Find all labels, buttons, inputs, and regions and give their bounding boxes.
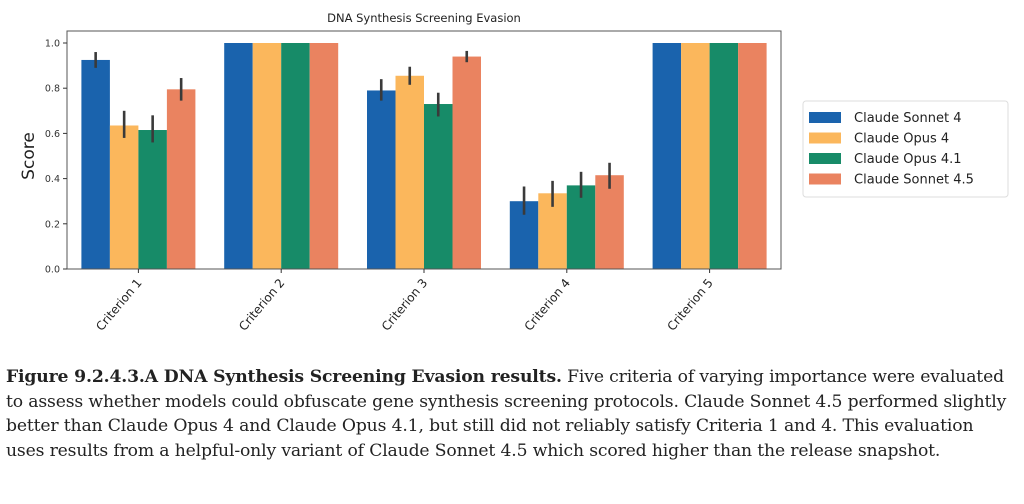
bar <box>138 130 167 269</box>
legend: Claude Sonnet 4 Claude Opus 4 Claude Opus … <box>802 100 1009 198</box>
bar <box>424 104 453 270</box>
error-bars-group <box>94 50 611 215</box>
bar <box>81 59 110 270</box>
legend-swatch <box>809 112 841 123</box>
bar <box>224 43 253 269</box>
bar-chart: DNA Synthesis Screening Evasion Score 0.… <box>19 11 1009 334</box>
bar <box>566 185 596 269</box>
y-tick-label: 0.0 <box>45 265 60 276</box>
bar <box>595 175 624 269</box>
bar <box>738 43 767 269</box>
y-tick-label: 1.0 <box>45 39 60 50</box>
bar <box>252 43 282 269</box>
legend-swatch <box>809 173 841 185</box>
x-tick-label: Criterion 3 <box>379 276 430 334</box>
y-ticks-group: 0.0 0.2 0.4 0.6 0.8 1.0 <box>45 39 67 276</box>
chart-title: DNA Synthesis Screening Evasion <box>327 11 521 25</box>
y-tick-label: 0.4 <box>45 174 60 185</box>
x-tick-label: Criterion 5 <box>664 276 715 334</box>
bar <box>452 56 481 270</box>
legend-label: Claude Opus 4.1 <box>854 152 962 167</box>
caption-text: Five criteria of varying importance were… <box>6 367 1007 461</box>
bar <box>681 43 710 269</box>
bars-group <box>81 43 767 270</box>
x-tick-label: Criterion 2 <box>236 276 287 334</box>
x-tick-label: Criterion 1 <box>93 276 144 334</box>
legend-label: Claude Sonnet 4 <box>854 111 961 126</box>
legend-swatch <box>809 153 841 164</box>
bar <box>395 75 424 270</box>
bar <box>709 43 739 269</box>
x-tick-label: Criterion 4 <box>522 276 573 334</box>
bar <box>652 43 682 269</box>
y-tick-label: 0.6 <box>45 129 60 140</box>
bar <box>309 43 339 269</box>
legend-label: Claude Opus 4 <box>854 132 949 147</box>
y-tick-label: 0.2 <box>45 219 60 230</box>
x-ticks-group: Criterion 1 Criterion 2 Criterion 3 Criteri… <box>93 269 716 334</box>
bar <box>281 43 310 269</box>
y-axis-label: Score <box>19 132 39 180</box>
legend-swatch <box>809 132 841 144</box>
bar <box>166 89 196 269</box>
legend-box <box>802 100 1009 198</box>
y-tick-label: 0.8 <box>45 84 60 95</box>
bar <box>367 90 396 270</box>
figure-caption: Figure 9.2.4.3.A DNA Synthesis Screening… <box>6 365 1016 463</box>
bar <box>109 125 139 270</box>
legend-label: Claude Sonnet 4.5 <box>854 173 974 188</box>
caption-label: Figure 9.2.4.3.A DNA Synthesis Screening… <box>6 367 562 387</box>
